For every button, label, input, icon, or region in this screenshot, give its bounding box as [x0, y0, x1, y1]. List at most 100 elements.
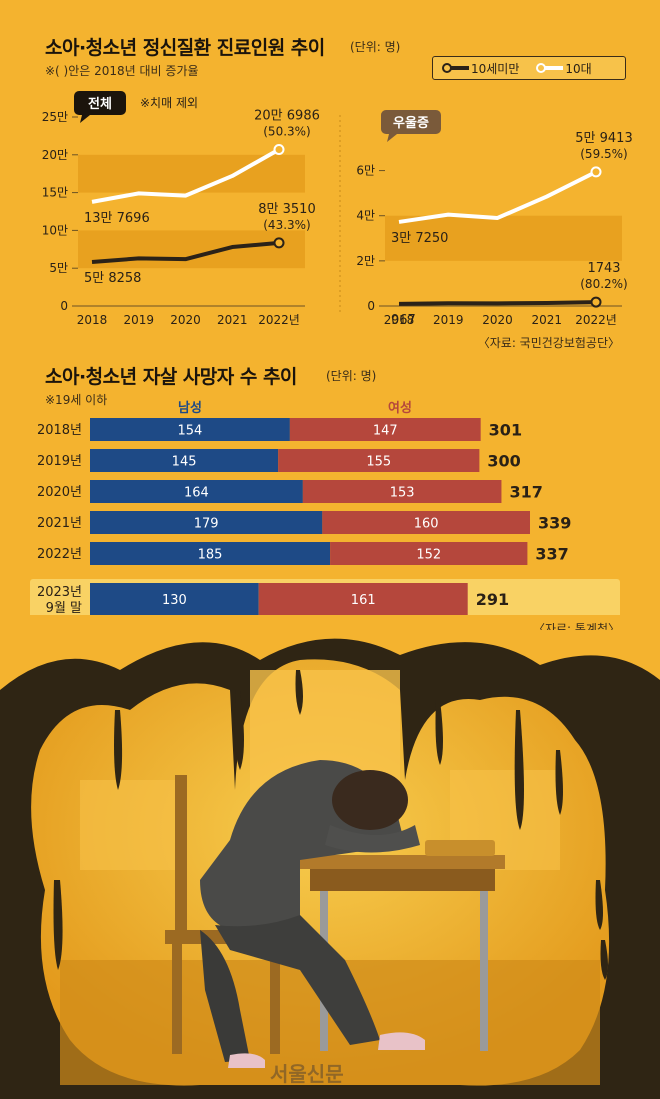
series-line-teen: [398, 170, 597, 224]
series-line-teen: [91, 147, 280, 204]
bar-male: [90, 449, 279, 472]
chart1-source: 〈자료: 국민건강보험공단〉: [477, 336, 620, 350]
total-label: 300: [487, 452, 520, 471]
x-tick-label: 2019: [123, 313, 154, 327]
y-tick-label: 0: [367, 299, 375, 313]
x-tick-label: 2018: [384, 313, 415, 327]
y-tick-label: 6만: [356, 164, 375, 178]
category-label: 2022년: [37, 547, 82, 562]
value-label-male: 164: [184, 486, 209, 501]
tag-pointer: [80, 115, 90, 123]
value-label-female: 147: [373, 424, 398, 439]
x-tick-label: 2022년: [575, 313, 617, 327]
end-point-marker: [590, 296, 602, 308]
teen-start-label: 3만 7250: [391, 231, 448, 246]
series-label-female: 여성: [388, 400, 412, 416]
end-point-marker: [273, 144, 285, 156]
child-start-label: 5만 8258: [84, 271, 141, 286]
value-label-female: 161: [351, 593, 376, 608]
legend-line-child-icon: [442, 63, 469, 73]
bar-male: [90, 418, 290, 441]
legend-item-teen: 10대: [535, 60, 592, 77]
value-label-male: 130: [162, 593, 187, 608]
legend-label-child: 10세미만: [471, 61, 520, 76]
bar-female: [258, 583, 468, 615]
series-label-male: 남성: [178, 400, 202, 416]
bar-male: [90, 583, 259, 615]
bar-chart-group: 남성 여성 2018년 154 147 301 2019년 145 155 300 2020년 164…: [30, 400, 620, 615]
category-label: 2023년: [37, 585, 82, 600]
band: [78, 230, 305, 269]
line-charts: 0 5만 10만 15만 20만 25만 2018 2019 2020 2021 2022년 13만 …: [42, 91, 633, 328]
value-label-male: 185: [198, 548, 223, 563]
band: [385, 215, 622, 261]
legend-label-teen: 10대: [565, 61, 592, 76]
bar-female: [278, 449, 480, 472]
child-end-pct: (43.3%): [263, 218, 310, 232]
category-label: 2019년: [37, 454, 82, 469]
tag-badge: [381, 110, 441, 134]
x-tick-label: 2022년: [258, 313, 300, 327]
value-label-male: 145: [172, 455, 197, 470]
x-tick-label: 2021: [531, 313, 562, 327]
y-tick-label: 10만: [42, 223, 68, 237]
chart2-unit: (단위: 명): [326, 369, 377, 383]
end-point-marker: [273, 237, 285, 249]
value-label-female: 153: [390, 486, 415, 501]
x-tick-label: 2020: [170, 313, 201, 327]
series-line-child: [398, 300, 597, 306]
chart2-note: ※19세 이하: [45, 393, 108, 407]
category-label: 2018년: [37, 423, 82, 438]
category-label: 2020년: [37, 485, 82, 500]
category-label: 9월 말: [46, 601, 82, 615]
end-point-marker: [590, 166, 602, 178]
tag-note: ※치매 제외: [140, 96, 198, 110]
bar-male: [90, 480, 303, 503]
legend-item-child: 10세미만: [441, 60, 519, 77]
y-tick-label: 0: [60, 299, 68, 313]
x-tick-label: 2018: [77, 313, 108, 327]
child-end-label: 1743: [587, 261, 620, 276]
teen-end-label: 5만 9413: [575, 131, 632, 146]
teen-end-pct: (50.3%): [263, 125, 310, 139]
total-label: 301: [489, 421, 522, 440]
y-tick-label: 4만: [356, 209, 375, 223]
bar-male: [90, 511, 323, 534]
chart2-title: 소아·청소년 자살 사망자 수 추이: [45, 366, 297, 388]
y-tick-label: 20만: [42, 148, 68, 162]
y-tick-label: 2만: [356, 254, 375, 268]
total-label: 337: [535, 545, 568, 564]
value-label-male: 154: [178, 424, 203, 439]
bar-female: [330, 542, 528, 565]
band: [78, 154, 305, 193]
teen-start-label: 13만 7696: [84, 211, 150, 226]
total-label: 317: [509, 483, 542, 502]
total-label: 339: [538, 514, 571, 533]
child-end-label: 8만 3510: [258, 202, 315, 217]
y-tick-label: 15만: [42, 186, 68, 200]
tag-label: 전체: [88, 96, 112, 112]
total-label: 291: [476, 590, 509, 609]
tag-label: 우울증: [393, 115, 429, 131]
teen-end-label: 20만 6986: [254, 109, 320, 124]
bar-male: [90, 542, 331, 565]
x-tick-label: 2019: [433, 313, 464, 327]
y-tick-label: 25만: [42, 110, 68, 124]
value-label-female: 152: [416, 548, 441, 563]
watermark-logo: 서울신문: [270, 1062, 344, 1086]
y-tick-label: 5만: [49, 261, 68, 275]
legend: 10세미만 10대: [432, 56, 626, 80]
legend-line-teen-icon: [536, 63, 564, 73]
value-label-male: 179: [194, 517, 219, 532]
chart1-title: 소아·청소년 정신질환 진료인원 추이: [45, 37, 325, 59]
category-label: 2021년: [37, 516, 82, 531]
x-tick-label: 2021: [217, 313, 248, 327]
line-chart-panel-1: 0 2만 4만 6만 2018 2019 2020 2021 2022년 3만 7250 5만 94…: [356, 110, 633, 328]
chart1-note: ※( )안은 2018년 대비 증가율: [45, 64, 199, 78]
tag-pointer: [387, 134, 397, 142]
series-line-child: [91, 240, 280, 264]
line-chart-panel-0: 0 5만 10만 15만 20만 25만 2018 2019 2020 2021 2022년 13만 …: [42, 91, 320, 327]
bar-female: [302, 480, 502, 503]
value-label-female: 155: [366, 455, 391, 470]
chart1-unit: (단위: 명): [350, 40, 401, 54]
